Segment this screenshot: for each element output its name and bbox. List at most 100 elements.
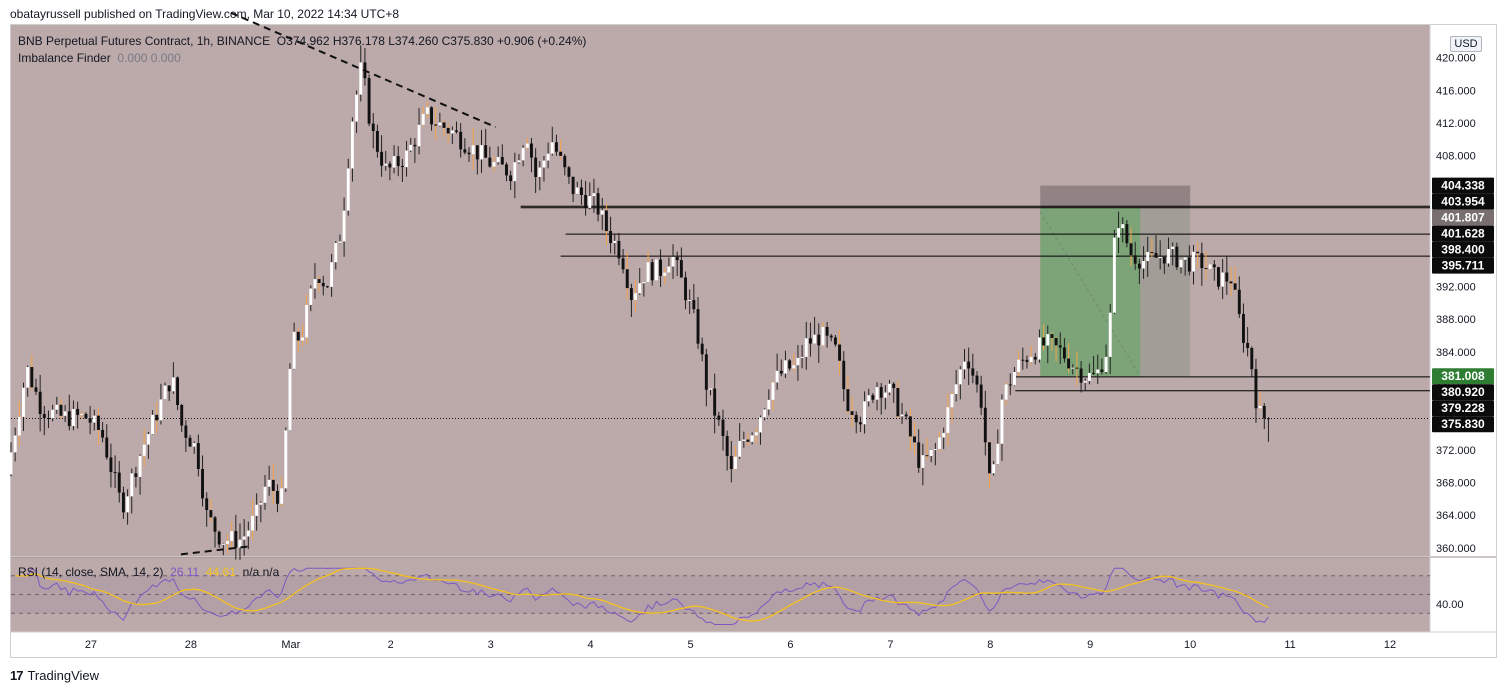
candle-body bbox=[1175, 246, 1179, 268]
candle-body bbox=[550, 142, 554, 154]
candle-body bbox=[1092, 372, 1096, 374]
candle-body bbox=[654, 259, 658, 281]
candle-body bbox=[663, 272, 667, 276]
candle-body bbox=[484, 145, 488, 158]
y-tick-label: 416.000 bbox=[1436, 85, 1476, 97]
candle-body bbox=[667, 266, 671, 273]
candle-body bbox=[671, 256, 675, 267]
candle-body bbox=[621, 258, 625, 270]
candle-body bbox=[525, 143, 529, 148]
candle-body bbox=[1013, 371, 1016, 386]
candle-body bbox=[725, 435, 729, 456]
x-tick-label: Mar bbox=[281, 639, 300, 651]
candle-body bbox=[846, 389, 850, 412]
candle-body bbox=[883, 392, 887, 398]
candle-body bbox=[988, 442, 991, 474]
candle-body bbox=[596, 193, 600, 215]
candle-body bbox=[371, 123, 375, 131]
x-tick-label: 11 bbox=[1284, 639, 1295, 651]
candle-body bbox=[30, 367, 34, 388]
candle-body bbox=[325, 286, 329, 288]
candle-body bbox=[230, 531, 234, 541]
candle-body bbox=[854, 414, 858, 423]
candle-body bbox=[1029, 356, 1033, 362]
candle-body bbox=[967, 361, 971, 369]
candle-body bbox=[430, 107, 433, 125]
price-label-text: 404.338 bbox=[1441, 179, 1485, 193]
candle-body bbox=[950, 393, 954, 408]
candle-body bbox=[1192, 251, 1195, 272]
candle-body bbox=[838, 344, 842, 361]
rsi-line bbox=[15, 567, 1269, 625]
candle-body bbox=[201, 468, 204, 499]
candle-body bbox=[71, 408, 75, 427]
candle-body bbox=[450, 130, 454, 134]
y-tick-label: 364.000 bbox=[1436, 510, 1476, 522]
price-label-tag bbox=[1432, 209, 1494, 226]
candle-body bbox=[338, 241, 342, 243]
candle-body bbox=[242, 536, 246, 540]
candle-body bbox=[1112, 237, 1116, 313]
candle-body bbox=[983, 407, 987, 443]
candle-body bbox=[921, 455, 925, 468]
candle-body bbox=[808, 338, 812, 344]
trendline bbox=[230, 11, 497, 129]
candle-body bbox=[205, 498, 209, 511]
candle-body bbox=[1129, 243, 1133, 256]
rsi-name[interactable]: RSI (14, close, SMA, 14, 2) bbox=[18, 565, 164, 579]
candle-body bbox=[971, 368, 975, 376]
y-tick-label: 392.000 bbox=[1436, 281, 1476, 293]
currency-badge[interactable]: USD bbox=[1450, 36, 1482, 52]
target-zone-filled bbox=[1040, 207, 1141, 377]
candle-body bbox=[146, 434, 150, 445]
symbol-name[interactable]: BNB Perpetual Futures Contract, 1h, BINA… bbox=[18, 34, 271, 48]
symbol-legend: BNB Perpetual Futures Contract, 1h, BINA… bbox=[18, 34, 586, 48]
candle-body bbox=[871, 395, 875, 400]
candle-body bbox=[1154, 253, 1158, 258]
candle-body bbox=[788, 360, 792, 369]
price-label-text: 401.628 bbox=[1441, 227, 1485, 241]
candle-body bbox=[513, 162, 517, 182]
candle-body bbox=[226, 540, 229, 544]
candle-body bbox=[1004, 384, 1008, 400]
candle-body bbox=[1096, 369, 1100, 374]
candle-body bbox=[888, 383, 892, 393]
candle-body bbox=[263, 486, 267, 503]
candle-body bbox=[1079, 368, 1083, 383]
candle-body bbox=[1133, 255, 1137, 264]
candle-body bbox=[1162, 256, 1166, 264]
x-tick-label: 8 bbox=[987, 639, 993, 651]
candle-body bbox=[688, 299, 692, 301]
candle-body bbox=[409, 144, 413, 151]
candle-body bbox=[825, 326, 829, 336]
x-tick-label: 10 bbox=[1184, 639, 1196, 651]
indicator-name[interactable]: Imbalance Finder bbox=[18, 51, 111, 65]
candle-body bbox=[963, 361, 966, 370]
candle-body bbox=[171, 377, 175, 392]
candle-body bbox=[1237, 289, 1241, 314]
candle-body bbox=[1025, 359, 1029, 362]
candle-body bbox=[933, 449, 937, 451]
footer-brand[interactable]: 17 TradingView bbox=[10, 668, 99, 683]
candle-body bbox=[575, 187, 579, 195]
candle-body bbox=[505, 164, 508, 176]
candle-body bbox=[1242, 313, 1245, 343]
x-tick-label: 5 bbox=[687, 639, 693, 651]
candle-body bbox=[500, 157, 504, 165]
candle-body bbox=[400, 166, 404, 168]
candle-body bbox=[496, 157, 500, 163]
candle-body bbox=[238, 539, 242, 548]
candle-body bbox=[55, 404, 59, 410]
candle-body bbox=[425, 107, 429, 114]
candle-body bbox=[1075, 367, 1079, 369]
candle-body bbox=[609, 231, 613, 244]
candle-body bbox=[142, 444, 146, 456]
candle-body bbox=[554, 142, 558, 152]
y-tick-label: 360.000 bbox=[1436, 543, 1476, 555]
candle-body bbox=[121, 492, 125, 513]
candle-body bbox=[346, 168, 350, 211]
y-tick-label: 412.000 bbox=[1436, 118, 1476, 130]
candle-body bbox=[1108, 312, 1112, 357]
candle-body bbox=[1229, 281, 1233, 284]
